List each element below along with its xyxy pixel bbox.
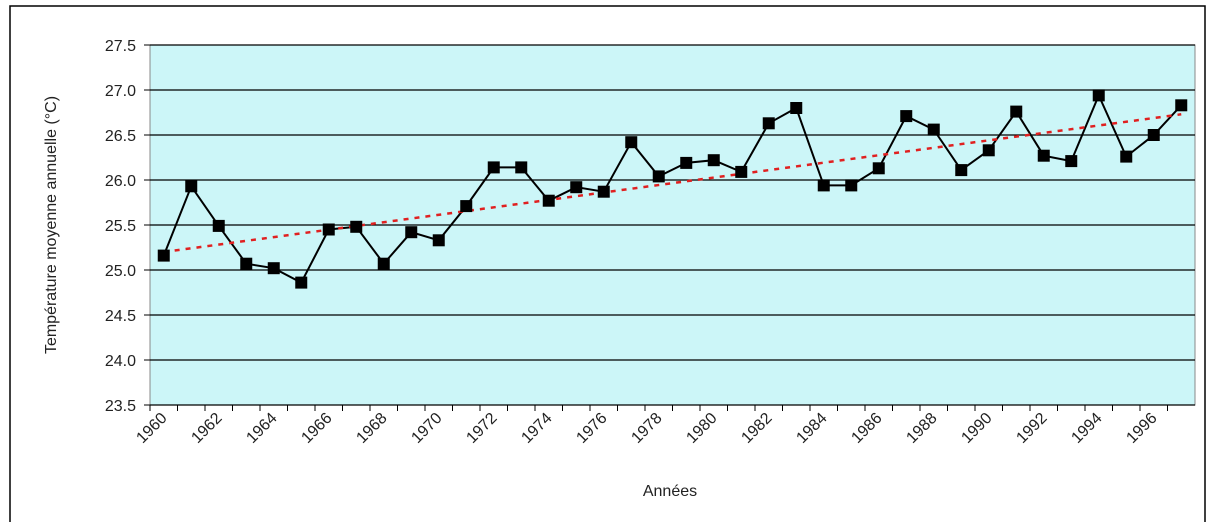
marker xyxy=(735,165,748,178)
marker xyxy=(845,179,858,192)
y-tick-label: 25.5 xyxy=(105,218,136,235)
marker xyxy=(460,200,473,213)
marker xyxy=(982,144,995,157)
marker xyxy=(597,185,610,198)
marker xyxy=(267,262,280,275)
marker xyxy=(570,181,583,194)
marker xyxy=(405,226,418,239)
y-tick-label: 24.5 xyxy=(105,308,136,325)
marker xyxy=(515,161,528,174)
marker xyxy=(295,276,308,289)
marker xyxy=(927,123,940,136)
x-axis-label: Années xyxy=(643,483,697,500)
marker xyxy=(817,179,830,192)
marker xyxy=(1175,99,1188,112)
marker xyxy=(185,180,198,193)
marker xyxy=(1120,150,1133,163)
marker xyxy=(790,102,803,114)
marker xyxy=(322,223,335,236)
y-tick-label: 27.0 xyxy=(105,83,136,100)
marker xyxy=(1010,105,1023,118)
y-tick-label: 23.5 xyxy=(105,398,136,415)
marker xyxy=(625,136,638,149)
marker xyxy=(377,257,390,270)
y-tick-label: 24.0 xyxy=(105,353,136,370)
y-tick-label: 26.0 xyxy=(105,173,136,190)
marker xyxy=(1092,89,1105,102)
marker xyxy=(240,257,253,270)
marker xyxy=(955,164,968,177)
marker xyxy=(1037,149,1050,162)
y-axis-label: Température moyenne annuelle (°C) xyxy=(43,96,60,354)
y-tick-label: 26.5 xyxy=(105,128,136,145)
y-tick-label: 25.0 xyxy=(105,263,136,280)
marker xyxy=(157,249,170,262)
marker xyxy=(487,161,500,174)
marker xyxy=(1147,129,1160,141)
marker xyxy=(900,110,913,123)
marker xyxy=(762,117,775,130)
marker xyxy=(872,162,885,175)
marker xyxy=(542,194,555,207)
marker xyxy=(212,219,225,232)
y-tick-label: 27.5 xyxy=(105,38,136,55)
marker xyxy=(350,220,363,233)
marker xyxy=(680,156,693,169)
marker xyxy=(432,234,445,247)
marker xyxy=(652,170,665,183)
marker xyxy=(707,154,720,167)
marker xyxy=(1065,155,1078,168)
